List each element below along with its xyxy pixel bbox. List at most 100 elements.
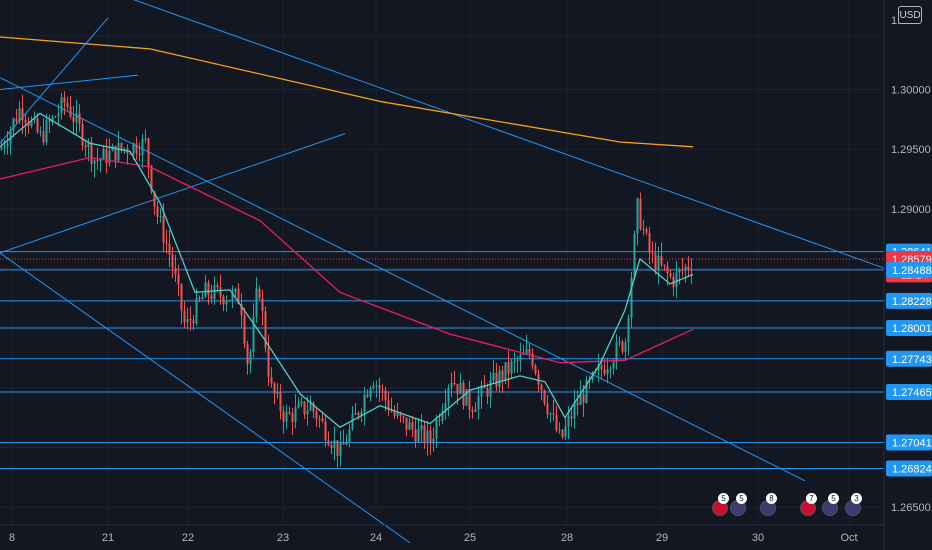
time-tick-label: 23 xyxy=(277,532,289,544)
candle-body xyxy=(462,382,465,406)
candle-body xyxy=(372,385,375,389)
time-tick-label: 24 xyxy=(370,532,382,544)
event-count-badge: 5 xyxy=(718,493,729,504)
candle-body xyxy=(525,348,528,354)
price-axis[interactable]: 1.300001.295001.290001.265001.1.286411.2… xyxy=(883,0,932,550)
candle-body xyxy=(345,442,348,445)
candle-body xyxy=(375,384,378,386)
time-axis[interactable]: 8 21 22 23 24 25 28 29 30 Oct xyxy=(0,524,884,544)
candle-body xyxy=(663,264,666,267)
candle-body xyxy=(174,267,177,275)
time-tick-label: Oct xyxy=(840,532,857,544)
price-tag-label: 1.27743 xyxy=(892,354,932,366)
candle-body xyxy=(171,254,174,268)
candle-body xyxy=(687,266,690,270)
candle-body xyxy=(603,369,606,374)
candle-body xyxy=(444,402,447,411)
candle-body xyxy=(120,142,123,150)
candle-body xyxy=(252,316,255,353)
candle-body xyxy=(222,296,225,305)
price-tag-label: 1.26824 xyxy=(892,463,932,475)
candle-body xyxy=(27,122,30,126)
candle-body xyxy=(531,353,534,366)
candle-body xyxy=(336,440,339,456)
candle-body xyxy=(285,411,288,422)
candle-body xyxy=(552,413,555,415)
trendlines xyxy=(0,0,886,544)
trendline xyxy=(0,133,346,254)
candle-body xyxy=(318,418,321,420)
candle-body xyxy=(48,120,51,123)
price-tag-label: 1.28228 xyxy=(892,296,932,308)
candle-body xyxy=(507,362,510,374)
candle-body xyxy=(147,138,150,166)
trendline xyxy=(0,74,139,90)
candle-body xyxy=(327,440,330,445)
candle-body xyxy=(459,382,462,395)
candle-body xyxy=(420,425,423,429)
candle-body xyxy=(471,410,474,412)
candle-body xyxy=(549,413,552,415)
price-tag-level xyxy=(886,350,932,367)
candle-body xyxy=(636,198,639,234)
candle-body xyxy=(426,430,429,444)
candle-body xyxy=(57,113,60,117)
candle-body xyxy=(9,130,12,144)
candle-body xyxy=(597,365,600,371)
candle-body xyxy=(225,301,228,305)
candle-body xyxy=(384,390,387,401)
candle-body xyxy=(504,362,507,380)
candle-body xyxy=(453,382,456,385)
candle-body xyxy=(207,282,210,296)
candle-body xyxy=(114,145,117,161)
candle-body xyxy=(369,388,372,397)
candle-body xyxy=(486,388,489,397)
candle-body xyxy=(612,362,615,369)
time-tick-label: 29 xyxy=(656,532,668,544)
candle-body xyxy=(315,411,318,420)
price-tick-label: 1. xyxy=(891,15,900,27)
candle-body xyxy=(357,413,360,416)
price-tag-level xyxy=(886,383,932,400)
candle-body xyxy=(480,385,483,397)
candle-body xyxy=(639,198,642,230)
candle-body xyxy=(60,97,63,114)
candle-body xyxy=(141,138,144,156)
candle-body xyxy=(660,255,663,265)
candle-body xyxy=(465,389,468,406)
currency-badge[interactable]: USD xyxy=(898,6,922,24)
candle-body xyxy=(558,429,561,431)
candle-body xyxy=(468,389,471,411)
price-tag-label: 1.28488 xyxy=(892,265,932,277)
candle-body xyxy=(249,352,252,365)
ma_fast-line xyxy=(0,112,694,428)
candle-body xyxy=(645,229,648,233)
candle-body xyxy=(213,285,216,300)
candle-body xyxy=(405,417,408,430)
candle-body xyxy=(87,142,90,148)
candle-body xyxy=(195,297,198,324)
price-tag-level xyxy=(886,460,932,477)
candle-body xyxy=(654,253,657,271)
candle-body xyxy=(561,429,564,438)
candle-body xyxy=(150,165,153,192)
candle-body xyxy=(585,379,588,403)
candle-body xyxy=(228,300,231,302)
candle-body xyxy=(537,373,540,385)
candle-body xyxy=(180,284,183,311)
candle-body xyxy=(6,143,9,147)
candle-body xyxy=(189,319,192,321)
price-tick-label: 1.29500 xyxy=(891,144,931,156)
candle-body xyxy=(582,394,585,403)
candle-body xyxy=(243,315,246,345)
candle-body xyxy=(387,400,390,411)
candle-body xyxy=(306,410,309,415)
candle-body xyxy=(618,341,621,343)
candle-body xyxy=(177,274,180,285)
time-tick-label: 22 xyxy=(182,532,194,544)
candle-body xyxy=(291,413,294,422)
candle-body xyxy=(273,383,276,394)
candle-body xyxy=(45,120,48,142)
candle-body xyxy=(183,310,186,323)
